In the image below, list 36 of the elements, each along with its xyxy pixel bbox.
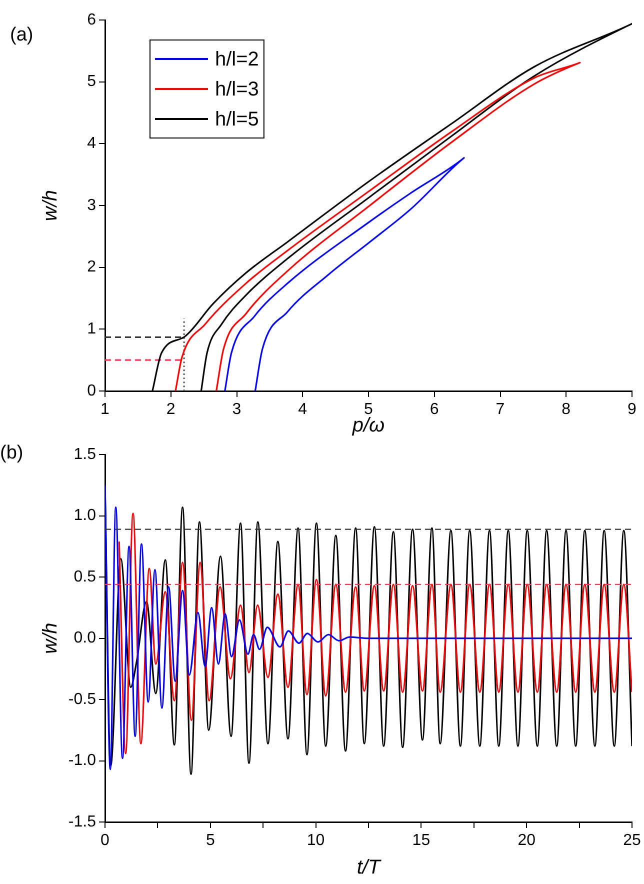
y-tick-label: 1.5 xyxy=(74,446,96,464)
x-tick-label: 2 xyxy=(166,401,176,418)
x-tick-label: 0 xyxy=(100,832,110,850)
x-tick-label: 10 xyxy=(306,832,325,850)
x-tick-label: 15 xyxy=(412,832,430,850)
x-tick-label: 5 xyxy=(206,832,215,850)
x-tick-label: 25 xyxy=(623,832,641,850)
x-tick-label: 20 xyxy=(518,832,536,850)
legend-label: h/l=3 xyxy=(215,78,259,101)
y-axis-title: w/h xyxy=(40,622,62,654)
y-tick-label: 3 xyxy=(87,196,96,214)
x-tick-label: 4 xyxy=(298,401,308,418)
y-tick-label: 0.5 xyxy=(74,568,96,586)
y-tick-label: -0.5 xyxy=(68,690,96,708)
x-tick-label: 3 xyxy=(232,401,242,418)
y-axis-title: w/h xyxy=(40,190,62,222)
y-tick-label: 4 xyxy=(87,135,96,152)
x-tick-label: 8 xyxy=(562,401,571,418)
y-tick-label: 0.0 xyxy=(74,630,96,647)
x-tick-label: 7 xyxy=(496,401,505,418)
x-axis-title: t/T xyxy=(356,856,382,879)
y-tick-label: 0 xyxy=(87,382,96,400)
y-tick-label: 2 xyxy=(87,258,96,276)
y-tick-label: 5 xyxy=(87,73,96,90)
x-tick-label: 9 xyxy=(628,401,637,418)
legend-label: h/l=2 xyxy=(215,48,259,71)
chart-title: (b) xyxy=(0,442,24,464)
chart-title: (a) xyxy=(10,24,34,46)
y-tick-label: -1.5 xyxy=(68,813,96,830)
legend-label: h/l=5 xyxy=(215,108,259,131)
y-tick-label: -1.0 xyxy=(68,752,96,770)
y-tick-label: 1 xyxy=(87,320,96,338)
y-tick-label: 6 xyxy=(87,11,96,28)
y-tick-label: 1.0 xyxy=(74,507,96,524)
x-tick-label: 6 xyxy=(430,401,439,418)
x-tick-label: 1 xyxy=(100,401,110,418)
